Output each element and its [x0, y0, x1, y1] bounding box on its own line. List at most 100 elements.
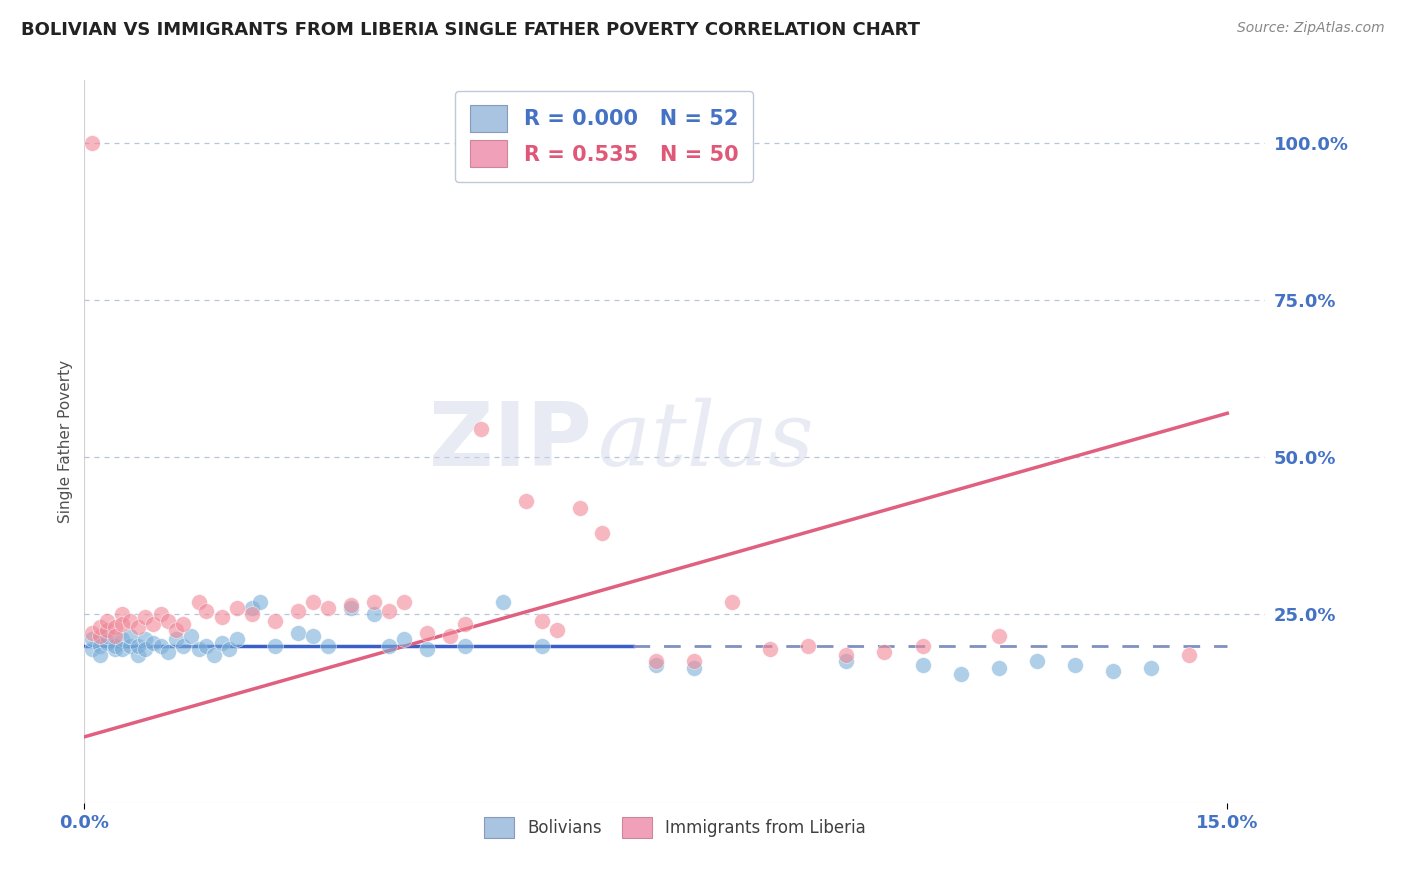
- Point: [240, 601, 263, 615]
- Point: [111, 607, 134, 622]
- Text: ZIP: ZIP: [429, 398, 592, 485]
- Point: [302, 595, 325, 609]
- Point: [949, 667, 972, 681]
- Point: [263, 614, 285, 628]
- Point: [149, 607, 172, 622]
- Point: [530, 639, 553, 653]
- Point: [225, 632, 247, 647]
- Point: [1102, 664, 1125, 678]
- Text: BOLIVIAN VS IMMIGRANTS FROM LIBERIA SINGLE FATHER POVERTY CORRELATION CHART: BOLIVIAN VS IMMIGRANTS FROM LIBERIA SING…: [21, 21, 920, 38]
- Point: [218, 641, 240, 656]
- Point: [195, 604, 218, 618]
- Point: [120, 629, 142, 643]
- Point: [1140, 661, 1163, 675]
- Point: [873, 645, 896, 659]
- Point: [111, 641, 134, 656]
- Point: [454, 616, 477, 631]
- Point: [987, 629, 1010, 643]
- Text: atlas: atlas: [598, 398, 814, 485]
- Point: [1025, 655, 1047, 669]
- Point: [96, 629, 118, 643]
- Point: [363, 595, 385, 609]
- Point: [249, 595, 271, 609]
- Text: Source: ZipAtlas.com: Source: ZipAtlas.com: [1237, 21, 1385, 35]
- Point: [515, 494, 537, 508]
- Point: [80, 626, 103, 640]
- Point: [120, 639, 142, 653]
- Point: [287, 626, 309, 640]
- Point: [225, 601, 247, 615]
- Point: [211, 610, 233, 624]
- Point: [721, 595, 744, 609]
- Point: [492, 595, 515, 609]
- Point: [797, 639, 820, 653]
- Point: [96, 614, 118, 628]
- Point: [127, 648, 149, 662]
- Point: [111, 616, 134, 631]
- Point: [89, 639, 111, 653]
- Point: [111, 632, 134, 647]
- Point: [987, 661, 1010, 675]
- Point: [835, 648, 858, 662]
- Point: [340, 598, 363, 612]
- Point: [134, 641, 156, 656]
- Point: [240, 607, 263, 622]
- Point: [165, 623, 187, 637]
- Point: [165, 632, 187, 647]
- Point: [530, 614, 553, 628]
- Point: [195, 639, 218, 653]
- Point: [142, 635, 165, 649]
- Point: [172, 639, 194, 653]
- Point: [263, 639, 285, 653]
- Point: [1064, 657, 1087, 672]
- Point: [89, 620, 111, 634]
- Point: [89, 629, 111, 643]
- Point: [202, 648, 225, 662]
- Point: [644, 655, 666, 669]
- Point: [180, 629, 202, 643]
- Point: [80, 136, 103, 150]
- Point: [80, 641, 103, 656]
- Point: [568, 500, 591, 515]
- Point: [134, 632, 156, 647]
- Point: [80, 632, 103, 647]
- Point: [316, 639, 339, 653]
- Point: [378, 604, 401, 618]
- Point: [416, 626, 439, 640]
- Point: [683, 655, 706, 669]
- Point: [911, 639, 934, 653]
- Point: [187, 641, 209, 656]
- Point: [592, 525, 614, 540]
- Point: [394, 595, 416, 609]
- Point: [104, 641, 127, 656]
- Point: [454, 639, 477, 653]
- Point: [89, 648, 111, 662]
- Point: [1178, 648, 1201, 662]
- Point: [187, 595, 209, 609]
- Point: [835, 655, 858, 669]
- Point: [287, 604, 309, 618]
- Point: [96, 623, 118, 637]
- Point: [340, 601, 363, 615]
- Point: [104, 639, 127, 653]
- Point: [127, 639, 149, 653]
- Point: [759, 641, 782, 656]
- Point: [211, 635, 233, 649]
- Point: [470, 422, 492, 436]
- Point: [363, 607, 385, 622]
- Point: [302, 629, 325, 643]
- Point: [172, 616, 194, 631]
- Point: [149, 639, 172, 653]
- Point: [683, 661, 706, 675]
- Legend: Bolivians, Immigrants from Liberia: Bolivians, Immigrants from Liberia: [477, 810, 873, 845]
- Point: [394, 632, 416, 647]
- Point: [316, 601, 339, 615]
- Point: [134, 610, 156, 624]
- Point: [120, 614, 142, 628]
- Point: [104, 620, 127, 634]
- Point: [439, 629, 461, 643]
- Point: [142, 616, 165, 631]
- Point: [644, 657, 666, 672]
- Point: [911, 657, 934, 672]
- Point: [157, 645, 180, 659]
